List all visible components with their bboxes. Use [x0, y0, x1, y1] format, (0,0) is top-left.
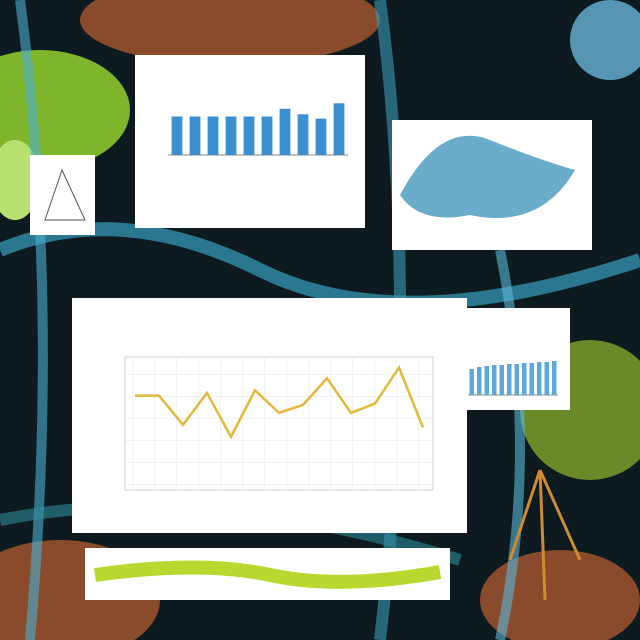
bar — [297, 114, 309, 155]
panel — [458, 308, 570, 410]
triangle-icon — [44, 168, 86, 221]
bar — [477, 367, 482, 395]
bar — [243, 116, 255, 155]
bar — [507, 364, 512, 395]
bar — [225, 116, 237, 155]
bar — [261, 116, 273, 155]
bar — [529, 363, 534, 395]
bar — [333, 103, 345, 155]
bar — [207, 116, 219, 155]
panels — [30, 55, 592, 600]
blob-illustration — [400, 135, 575, 218]
bar — [469, 369, 474, 395]
bar — [315, 118, 327, 155]
bar — [522, 363, 527, 395]
bar — [492, 365, 497, 395]
banner-scribble — [94, 560, 442, 589]
bar — [171, 116, 183, 155]
panel — [30, 155, 95, 235]
bar — [544, 362, 549, 395]
line — [135, 364, 425, 440]
bar — [484, 366, 489, 395]
bar — [514, 364, 519, 395]
plot-grid — [124, 356, 434, 491]
bar — [279, 108, 291, 155]
bar — [499, 365, 504, 395]
bar — [189, 116, 201, 155]
bar — [552, 361, 557, 395]
bar — [537, 362, 542, 395]
